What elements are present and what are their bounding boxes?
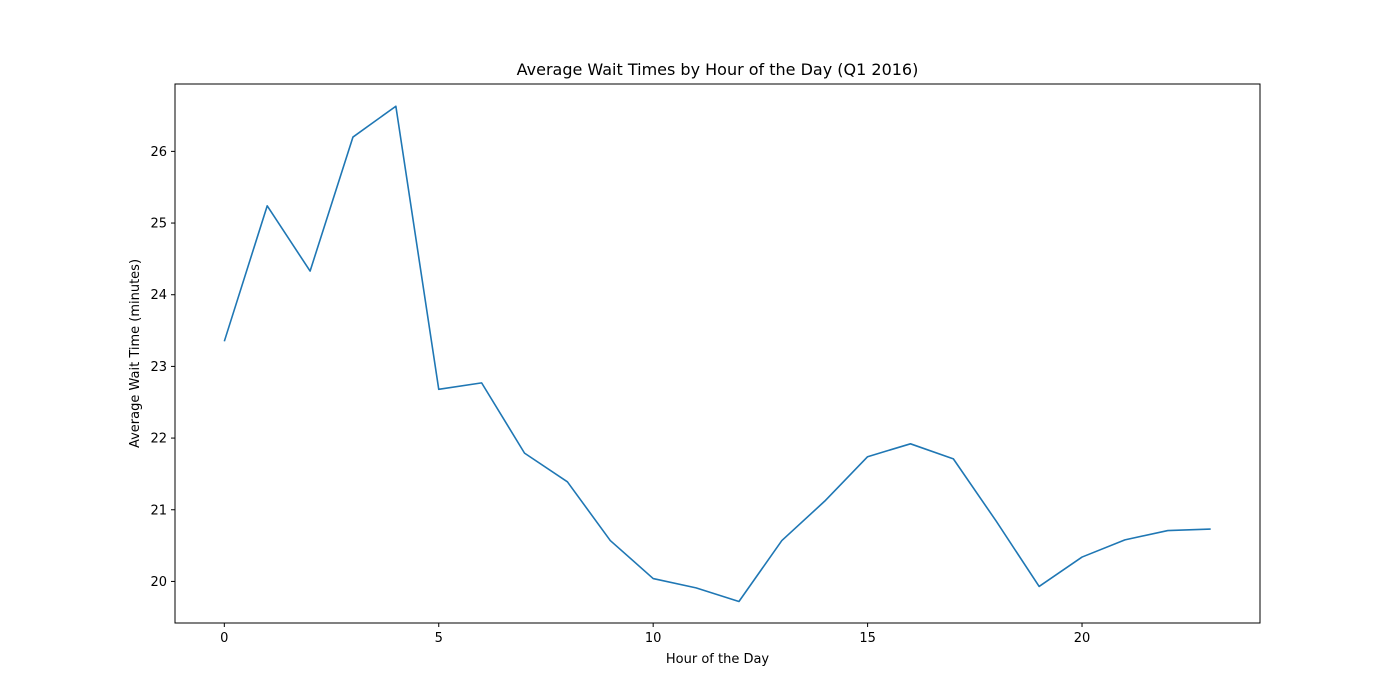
series-line xyxy=(223,105,1211,603)
plot-frame xyxy=(174,83,1261,624)
y-tick-label: 25 xyxy=(150,217,167,232)
x-tick-label: 10 xyxy=(645,631,662,646)
y-tick-label: 26 xyxy=(150,145,167,160)
x-axis: 0 5 10 15 20 xyxy=(220,623,1090,646)
x-tick-label: 0 xyxy=(220,631,228,646)
y-axis: 20 21 22 23 24 25 26 xyxy=(150,145,175,590)
x-tick-label: 20 xyxy=(1074,631,1091,646)
y-tick-label: 20 xyxy=(150,575,167,590)
chart-title: Average Wait Times by Hour of the Day (Q… xyxy=(517,60,919,79)
y-tick-label: 22 xyxy=(150,432,167,447)
plot-area xyxy=(223,105,1211,603)
y-tick-label: 24 xyxy=(150,288,167,303)
y-tick-label: 21 xyxy=(150,503,167,518)
x-tick-label: 15 xyxy=(859,631,876,646)
x-axis-label: Hour of the Day xyxy=(666,652,770,667)
y-tick-label: 23 xyxy=(150,360,167,375)
x-tick-label: 5 xyxy=(435,631,443,646)
y-axis-label: Average Wait Time (minutes) xyxy=(128,259,143,448)
